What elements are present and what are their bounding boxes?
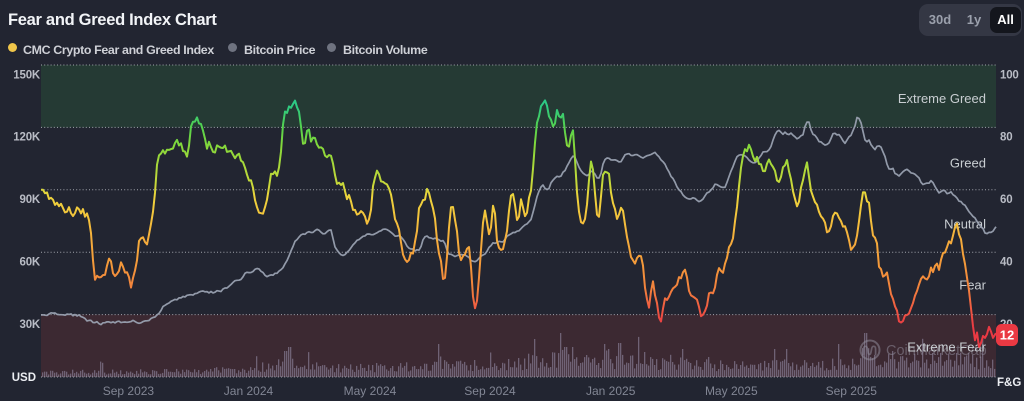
svg-text:Jan 2025: Jan 2025: [586, 384, 636, 398]
svg-text:Jan 2024: Jan 2024: [224, 384, 274, 398]
svg-text:100: 100: [1000, 69, 1019, 81]
svg-text:Extreme Fear: Extreme Fear: [907, 340, 986, 355]
svg-text:150K: 150K: [13, 69, 41, 81]
svg-text:80: 80: [1000, 132, 1012, 144]
svg-text:30K: 30K: [20, 319, 41, 331]
svg-text:40: 40: [1000, 257, 1012, 269]
svg-text:CoinMarketCap: CoinMarketCap: [886, 343, 987, 359]
svg-text:60: 60: [1000, 194, 1012, 206]
svg-text:12: 12: [1000, 328, 1014, 343]
svg-text:USD: USD: [12, 372, 36, 384]
svg-text:F&G: F&G: [997, 377, 1021, 389]
svg-text:90K: 90K: [20, 194, 41, 206]
svg-text:May 2025: May 2025: [705, 384, 758, 398]
svg-text:60K: 60K: [20, 257, 41, 269]
svg-text:Extreme Greed: Extreme Greed: [898, 91, 986, 106]
svg-text:120K: 120K: [13, 132, 41, 144]
svg-text:Sep 2024: Sep 2024: [464, 384, 516, 398]
svg-text:Sep 2023: Sep 2023: [103, 384, 155, 398]
svg-text:Sep 2025: Sep 2025: [826, 384, 878, 398]
svg-text:Greed: Greed: [950, 156, 986, 171]
svg-text:Fear: Fear: [959, 278, 986, 293]
svg-text:May 2024: May 2024: [344, 384, 397, 398]
